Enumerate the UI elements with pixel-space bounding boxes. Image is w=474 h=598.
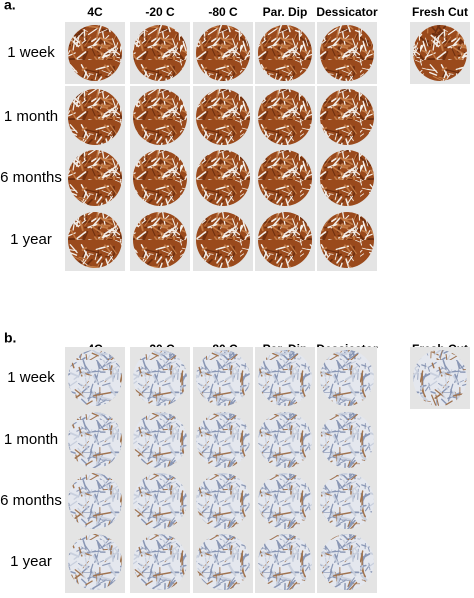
tissue-core	[68, 89, 122, 145]
column-header: 4C	[87, 5, 103, 19]
tissue-core	[320, 25, 374, 81]
column-header: Dessicator	[316, 5, 378, 19]
tissue-core	[320, 350, 374, 406]
tissue-core	[133, 150, 187, 206]
tissue-core	[196, 534, 250, 590]
panel: a. 4C -20 C -80 C Par. Dip Dessicator Fresh Cu…	[0, 0, 470, 271]
tissue-core	[258, 534, 312, 590]
tissue-core	[413, 350, 467, 406]
row-label: 1 year	[10, 231, 52, 248]
tissue-core	[258, 412, 312, 468]
row-label: 1 month	[4, 108, 58, 125]
row-label: 1 week	[7, 369, 55, 386]
tissue-core	[68, 350, 122, 406]
column-header: Par. Dip	[263, 5, 308, 19]
panel-label: b.	[4, 330, 16, 346]
tissue-core	[320, 150, 374, 206]
tissue-core	[320, 212, 374, 268]
tissue-core	[320, 89, 374, 145]
panel-label: a.	[4, 0, 16, 13]
tissue-core	[258, 350, 312, 406]
tissue-core	[68, 212, 122, 268]
tissue-core	[320, 473, 374, 529]
tissue-core	[196, 89, 250, 145]
tissue-core	[133, 473, 187, 529]
tissue-core	[258, 25, 312, 81]
tissue-core	[413, 25, 467, 81]
tissue-core	[133, 89, 187, 145]
tissue-core	[196, 412, 250, 468]
tissue-core	[196, 473, 250, 529]
tissue-core	[196, 212, 250, 268]
tissue-core	[133, 412, 187, 468]
tissue-core	[320, 534, 374, 590]
tissue-core	[258, 89, 312, 145]
tissue-core	[258, 212, 312, 268]
tissue-core	[133, 212, 187, 268]
tissue-core	[133, 350, 187, 406]
tissue-core	[133, 25, 187, 81]
row-label: 1 year	[10, 553, 52, 570]
tissue-core	[68, 150, 122, 206]
tissue-core	[196, 25, 250, 81]
tissue-core	[320, 412, 374, 468]
tissue-core	[196, 150, 250, 206]
tissue-core	[68, 534, 122, 590]
column-header: Fresh Cut	[412, 5, 468, 19]
column-header: -20 C	[145, 5, 175, 19]
tissue-core	[68, 412, 122, 468]
row-label: 1 week	[7, 44, 55, 61]
row-label: 6 months	[0, 492, 62, 509]
tissue-core	[258, 473, 312, 529]
tissue-core	[68, 473, 122, 529]
tissue-core	[258, 150, 312, 206]
row-label: 1 month	[4, 431, 58, 448]
tissue-core	[196, 350, 250, 406]
tissue-core	[68, 25, 122, 81]
tissue-core	[133, 534, 187, 590]
column-header: -80 C	[208, 5, 238, 19]
row-label: 6 months	[0, 169, 62, 186]
